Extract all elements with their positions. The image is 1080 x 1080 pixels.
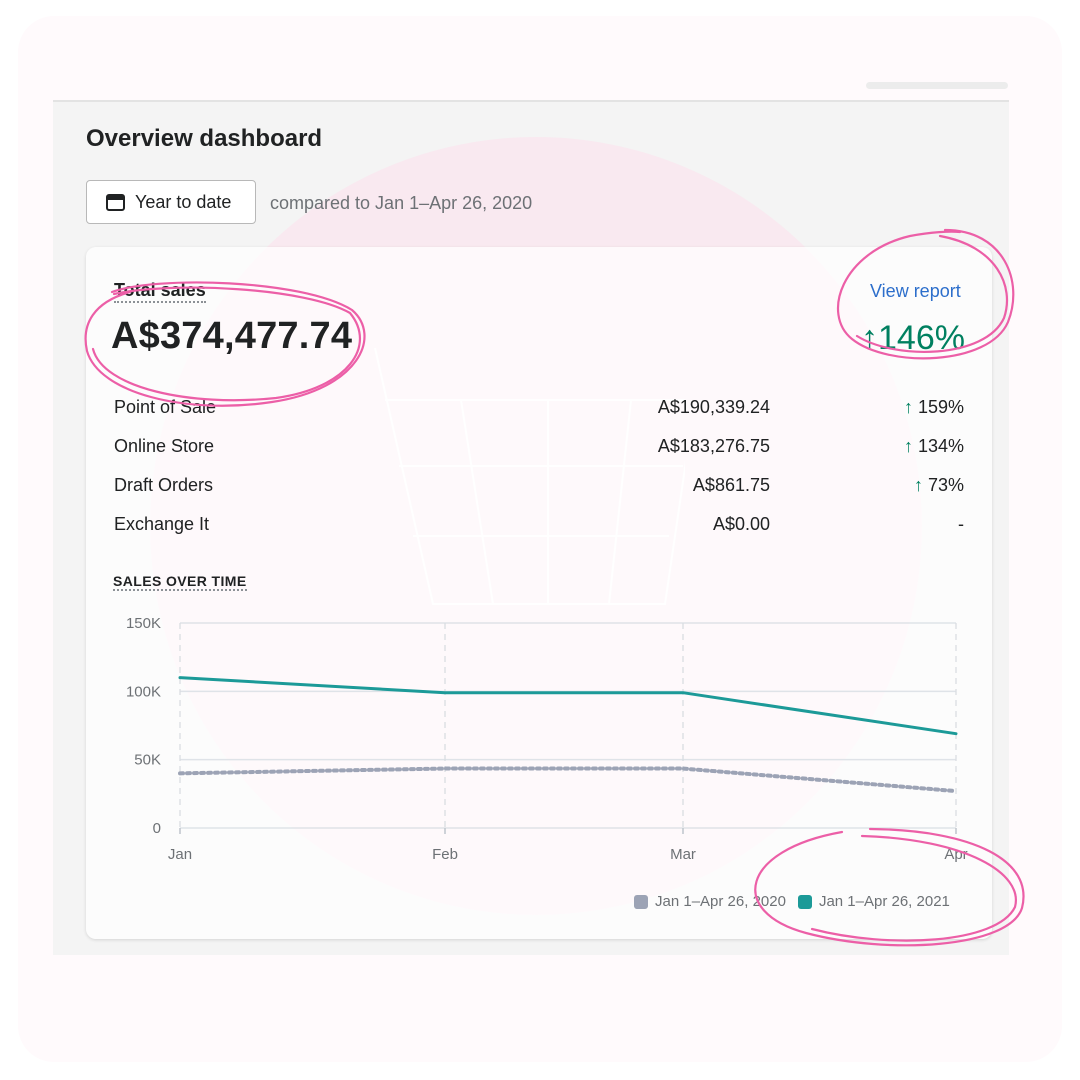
sales-channel-amount: A$190,339.24: [657, 397, 770, 417]
view-report-link[interactable]: View report: [870, 281, 961, 301]
calendar-icon: [106, 193, 125, 211]
y-tick-label-2: 50K: [134, 752, 161, 769]
sales-row-online-store: Online Store A$183,276.75 ↑ 134%: [114, 436, 964, 464]
series-line-0: [178, 766, 958, 794]
total-sales-change: ↑146%: [861, 319, 965, 357]
legend-item-2020: Jan 1–Apr 26, 2020: [634, 893, 786, 910]
sales-row-draft-orders: Draft Orders A$861.75 ↑ 73%: [114, 475, 964, 503]
sales-channel-name: Exchange It: [114, 514, 210, 534]
legend-label-2021: Jan 1–Apr 26, 2021: [818, 893, 950, 910]
sales-channel-name: Online Store: [114, 436, 215, 456]
sales-channel-change: ↑ 159%: [903, 397, 964, 417]
total-sales-card: Total sales A$374,477.74 View report ↑14…: [86, 247, 992, 939]
comparison-text: compared to Jan 1–Apr 26, 2020: [270, 193, 533, 213]
sales-channel-change: ↑ 134%: [903, 436, 964, 456]
y-tick-label-0: 150K: [126, 615, 161, 632]
sales-channel-change: -: [958, 514, 964, 534]
sales-channel-name: Draft Orders: [114, 475, 214, 495]
legend-label-2020: Jan 1–Apr 26, 2020: [655, 893, 786, 910]
legend-swatch-2021: [797, 894, 812, 909]
legend-item-2021: Jan 1–Apr 26, 2021: [797, 893, 950, 910]
sales-channel-amount: A$861.75: [692, 475, 770, 495]
top-strip: [866, 82, 1008, 89]
y-tick-label-1: 100K: [126, 683, 161, 700]
x-tick-label-1: Feb: [432, 846, 458, 863]
page-title: Overview dashboard: [86, 125, 323, 152]
series-line-1: [178, 676, 958, 736]
sales-over-time-title: SALES OVER TIME: [113, 573, 247, 591]
total-sales-label: Total sales: [114, 280, 206, 303]
sales-over-time-chart: 150K 100K 50K 0 Jan Feb Mar Apr: [126, 615, 968, 863]
up-arrow-icon: ↑: [903, 397, 913, 417]
y-tick-label-3: 0: [153, 820, 161, 837]
sales-row-point-of-sale: Point of Sale A$190,339.24 ↑ 159%: [114, 397, 964, 425]
x-tick-label-0: Jan: [168, 846, 192, 863]
sales-channel-name: Point of Sale: [114, 397, 217, 417]
sales-row-exchange-it: Exchange It A$0.00 -: [114, 514, 964, 542]
sales-channel-amount: A$0.00: [712, 514, 770, 534]
x-tick-label-3: Apr: [944, 846, 967, 863]
date-range-button[interactable]: Year to date: [86, 180, 256, 224]
date-range-label: Year to date: [135, 191, 232, 212]
total-sales-value: A$374,477.74: [111, 315, 353, 357]
chart-legend: Jan 1–Apr 26, 2020 Jan 1–Apr 26, 2021: [634, 893, 950, 910]
sales-channel-amount: A$183,276.75: [657, 436, 770, 456]
x-tick-label-2: Mar: [670, 846, 696, 863]
sales-channel-change: ↑ 73%: [913, 475, 964, 495]
up-arrow-icon: ↑: [903, 436, 913, 456]
legend-swatch-2020: [634, 894, 648, 909]
up-arrow-icon: ↑: [913, 475, 923, 495]
